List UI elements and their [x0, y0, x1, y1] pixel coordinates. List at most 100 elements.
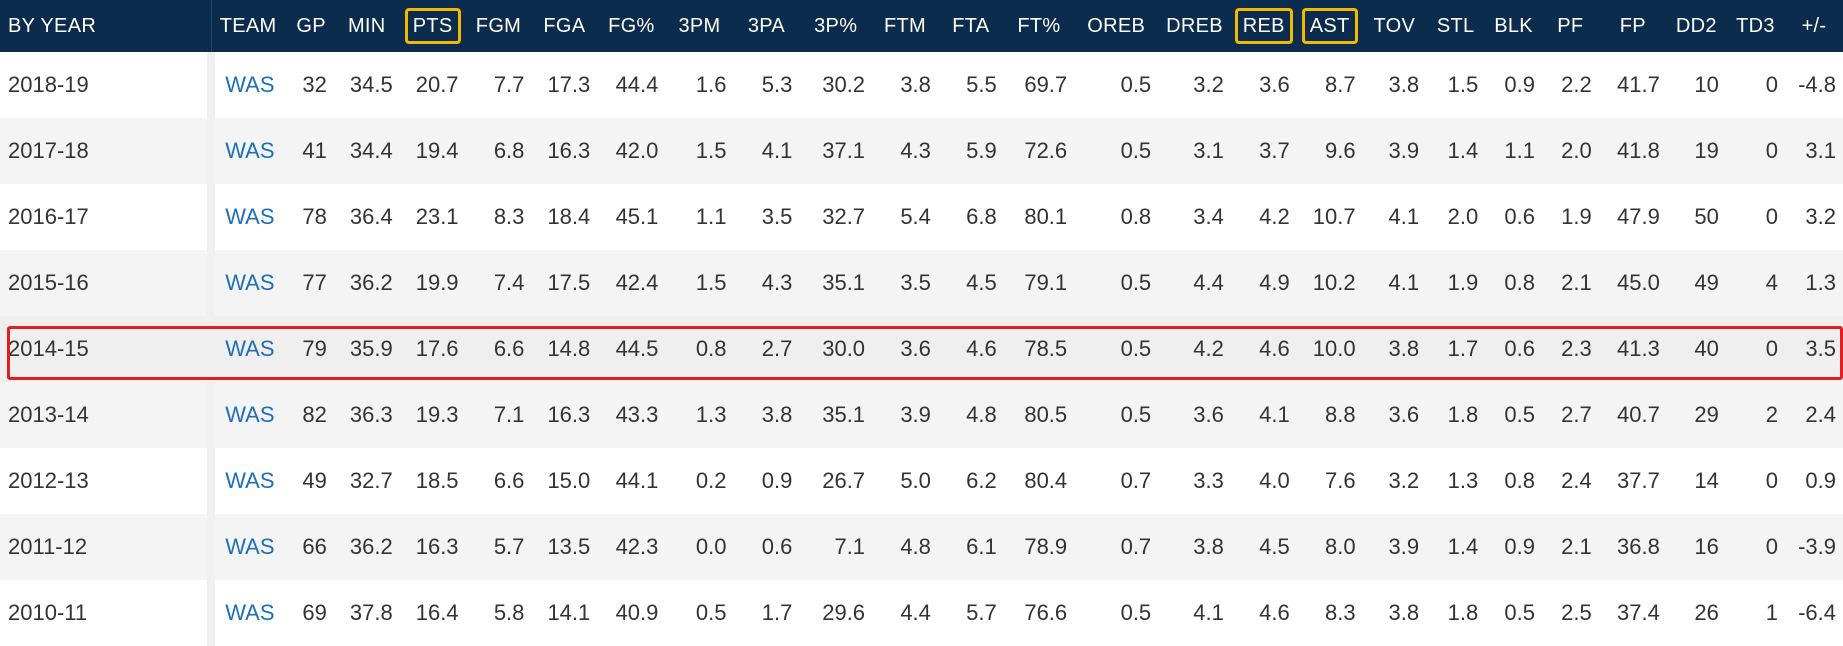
stat-cell: 69: [288, 580, 334, 646]
stat-cell: 0.0: [665, 514, 734, 580]
stat-cell: 66: [288, 514, 334, 580]
stat-cell: 0.6: [1485, 316, 1542, 382]
stat-cell: 0.7: [1074, 514, 1159, 580]
team-link[interactable]: WAS: [211, 316, 289, 382]
stat-cell: 35.1: [799, 382, 873, 448]
column-header-fga[interactable]: FGA: [531, 0, 598, 52]
stat-cell: 8.3: [1296, 580, 1363, 646]
stat-cell: 1.9: [1541, 184, 1599, 250]
team-link[interactable]: WAS: [211, 184, 289, 250]
team-link[interactable]: WAS: [211, 514, 289, 580]
column-header-3p-pct[interactable]: 3P%: [799, 0, 873, 52]
column-header-plus-minus[interactable]: +/-: [1784, 0, 1843, 52]
column-header-by-year[interactable]: BY YEAR: [0, 0, 212, 52]
stat-cell: 36.3: [333, 382, 400, 448]
stat-cell: 1.1: [665, 184, 734, 250]
stat-cell: 2.1: [1541, 514, 1599, 580]
stat-cell: 1.7: [1426, 316, 1486, 382]
team-link[interactable]: WAS: [211, 52, 289, 118]
stat-cell: 6.8: [937, 184, 1004, 250]
stat-cell: 1.8: [1426, 580, 1486, 646]
stat-cell: 8.3: [465, 184, 532, 250]
column-header-min[interactable]: MIN: [333, 0, 400, 52]
column-header-ft-pct[interactable]: FT%: [1003, 0, 1075, 52]
team-link[interactable]: WAS: [211, 250, 289, 316]
stat-cell: 0.5: [1074, 580, 1159, 646]
stat-cell: 4: [1725, 250, 1785, 316]
column-header-ast[interactable]: AST: [1296, 0, 1363, 52]
column-header-label: DD2: [1675, 14, 1717, 37]
column-header-label: OREB: [1087, 14, 1146, 37]
stat-cell: 42.3: [597, 514, 666, 580]
stat-cell: 47.9: [1598, 184, 1667, 250]
column-header-td3[interactable]: TD3: [1725, 0, 1785, 52]
stat-cell: 78.9: [1003, 514, 1075, 580]
team-link[interactable]: WAS: [211, 580, 289, 646]
stat-cell: 1.1: [1485, 118, 1542, 184]
column-header-3pm[interactable]: 3PM: [665, 0, 734, 52]
column-header-dreb[interactable]: DREB: [1158, 0, 1231, 52]
table-row: 2016-17 WAS 78 36.4 23.1 8.3 18.4 45.1 1.1 3.5 32.…: [0, 184, 1843, 250]
column-header-label: +/-: [1801, 14, 1827, 37]
column-header-pf[interactable]: PF: [1541, 0, 1599, 52]
stat-cell: 0.6: [733, 514, 800, 580]
stat-cell: 18.4: [531, 184, 598, 250]
stat-cell: 10.0: [1296, 316, 1363, 382]
stat-cell: 78.5: [1003, 316, 1075, 382]
team-link[interactable]: WAS: [211, 118, 289, 184]
column-header-label: BLK: [1494, 14, 1533, 37]
column-header-3pa[interactable]: 3PA: [733, 0, 800, 52]
stat-cell: 4.6: [1230, 316, 1297, 382]
stat-cell: 2: [1725, 382, 1785, 448]
stat-cell: 80.1: [1003, 184, 1075, 250]
team-link[interactable]: WAS: [211, 382, 289, 448]
stat-cell: 2.4: [1784, 382, 1843, 448]
stat-cell: 6.1: [937, 514, 1004, 580]
stat-cell: 3.6: [1230, 52, 1297, 118]
table-row: 2010-11 WAS 69 37.8 16.4 5.8 14.1 40.9 0.5 1.7 29.…: [0, 580, 1843, 646]
stat-cell: 16.4: [399, 580, 466, 646]
column-header-tov[interactable]: TOV: [1362, 0, 1427, 52]
stat-cell: 4.8: [872, 514, 938, 580]
stat-cell: 3.9: [872, 382, 938, 448]
column-header-blk[interactable]: BLK: [1485, 0, 1542, 52]
stat-cell: 19.3: [399, 382, 466, 448]
column-header-pts[interactable]: PTS: [399, 0, 466, 52]
column-header-gp[interactable]: GP: [288, 0, 334, 52]
stat-cell: 3.6: [1362, 382, 1427, 448]
stat-cell: 1.7: [733, 580, 800, 646]
stat-cell: 8.8: [1296, 382, 1363, 448]
column-header-ftm[interactable]: FTM: [872, 0, 938, 52]
stat-cell: 7.4: [465, 250, 532, 316]
stat-cell: 4.1: [1158, 580, 1231, 646]
column-header-label: 3PM: [678, 14, 721, 37]
table-row: 2017-18 WAS 41 34.4 19.4 6.8 16.3 42.0 1.5 4.1 37.…: [0, 118, 1843, 184]
column-header-reb[interactable]: REB: [1230, 0, 1297, 52]
column-header-label: 3PA: [747, 14, 786, 37]
stat-cell: 40.9: [597, 580, 666, 646]
column-header-fta[interactable]: FTA: [937, 0, 1004, 52]
stat-cell: 30.2: [799, 52, 873, 118]
season-cell: 2011-12: [0, 514, 216, 580]
team-link[interactable]: WAS: [211, 448, 289, 514]
stat-cell: 45.1: [597, 184, 666, 250]
stat-cell: 32: [288, 52, 334, 118]
stat-cell: 14.8: [531, 316, 598, 382]
stat-cell: 0.9: [1784, 448, 1843, 514]
stat-cell: 32.7: [333, 448, 400, 514]
column-header-team[interactable]: TEAM: [211, 0, 289, 52]
column-header-dd2[interactable]: DD2: [1666, 0, 1726, 52]
stat-cell: 3.8: [1158, 514, 1231, 580]
stat-cell: 3.6: [1158, 382, 1231, 448]
stat-cell: 37.8: [333, 580, 400, 646]
column-header-oreb[interactable]: OREB: [1074, 0, 1159, 52]
stat-cell: 41.3: [1598, 316, 1667, 382]
column-header-fgm[interactable]: FGM: [465, 0, 532, 52]
column-header-label: FP: [1619, 14, 1646, 37]
season-cell: 2014-15: [0, 316, 216, 382]
column-header-stl[interactable]: STL: [1426, 0, 1486, 52]
stat-cell: 0.9: [733, 448, 800, 514]
column-header-fp[interactable]: FP: [1598, 0, 1667, 52]
column-header-fg-pct[interactable]: FG%: [597, 0, 666, 52]
stat-cell: 4.8: [937, 382, 1004, 448]
